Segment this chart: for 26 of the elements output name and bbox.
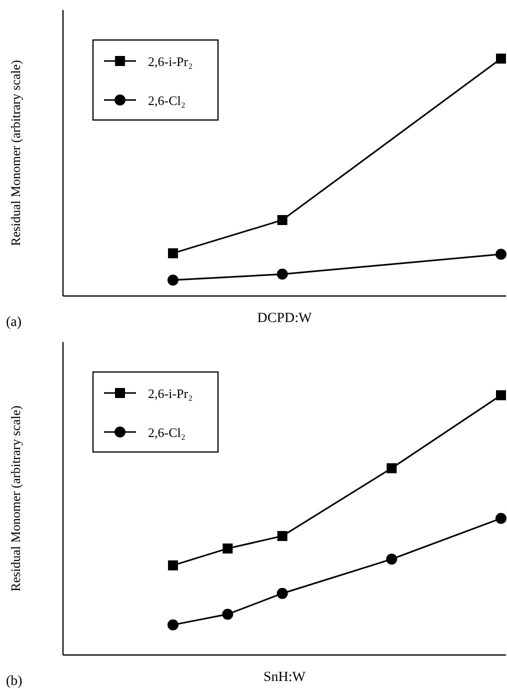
point — [386, 463, 397, 474]
point — [496, 390, 506, 400]
text: (a) — [6, 315, 22, 330]
point — [168, 560, 178, 570]
text: (b) — [6, 674, 23, 689]
point — [496, 512, 506, 524]
legend-label: 2,6-Cl₂ — [148, 425, 186, 440]
x-axis-title: DCPD:W — [257, 311, 313, 326]
point — [276, 588, 288, 599]
point — [386, 554, 398, 565]
y-axis-title: Residual Monomer (arbitrary scale) — [8, 406, 23, 592]
point — [277, 215, 288, 226]
y-axis-title: Residual Monomer (arbitrary scale) — [8, 60, 23, 246]
legend-label: 2,6-i-Pr₂ — [148, 54, 193, 69]
point — [222, 543, 233, 554]
point — [168, 274, 178, 286]
point — [168, 619, 178, 630]
point — [277, 531, 288, 542]
point — [276, 268, 288, 280]
x-axis-title: SnH:W — [264, 670, 306, 685]
legend-label: 2,6-i-Pr₂ — [148, 386, 193, 401]
point — [496, 54, 506, 64]
legend-label: 2,6-Cl₂ — [148, 93, 186, 108]
point — [168, 248, 178, 258]
point — [496, 248, 506, 260]
point — [222, 608, 234, 620]
